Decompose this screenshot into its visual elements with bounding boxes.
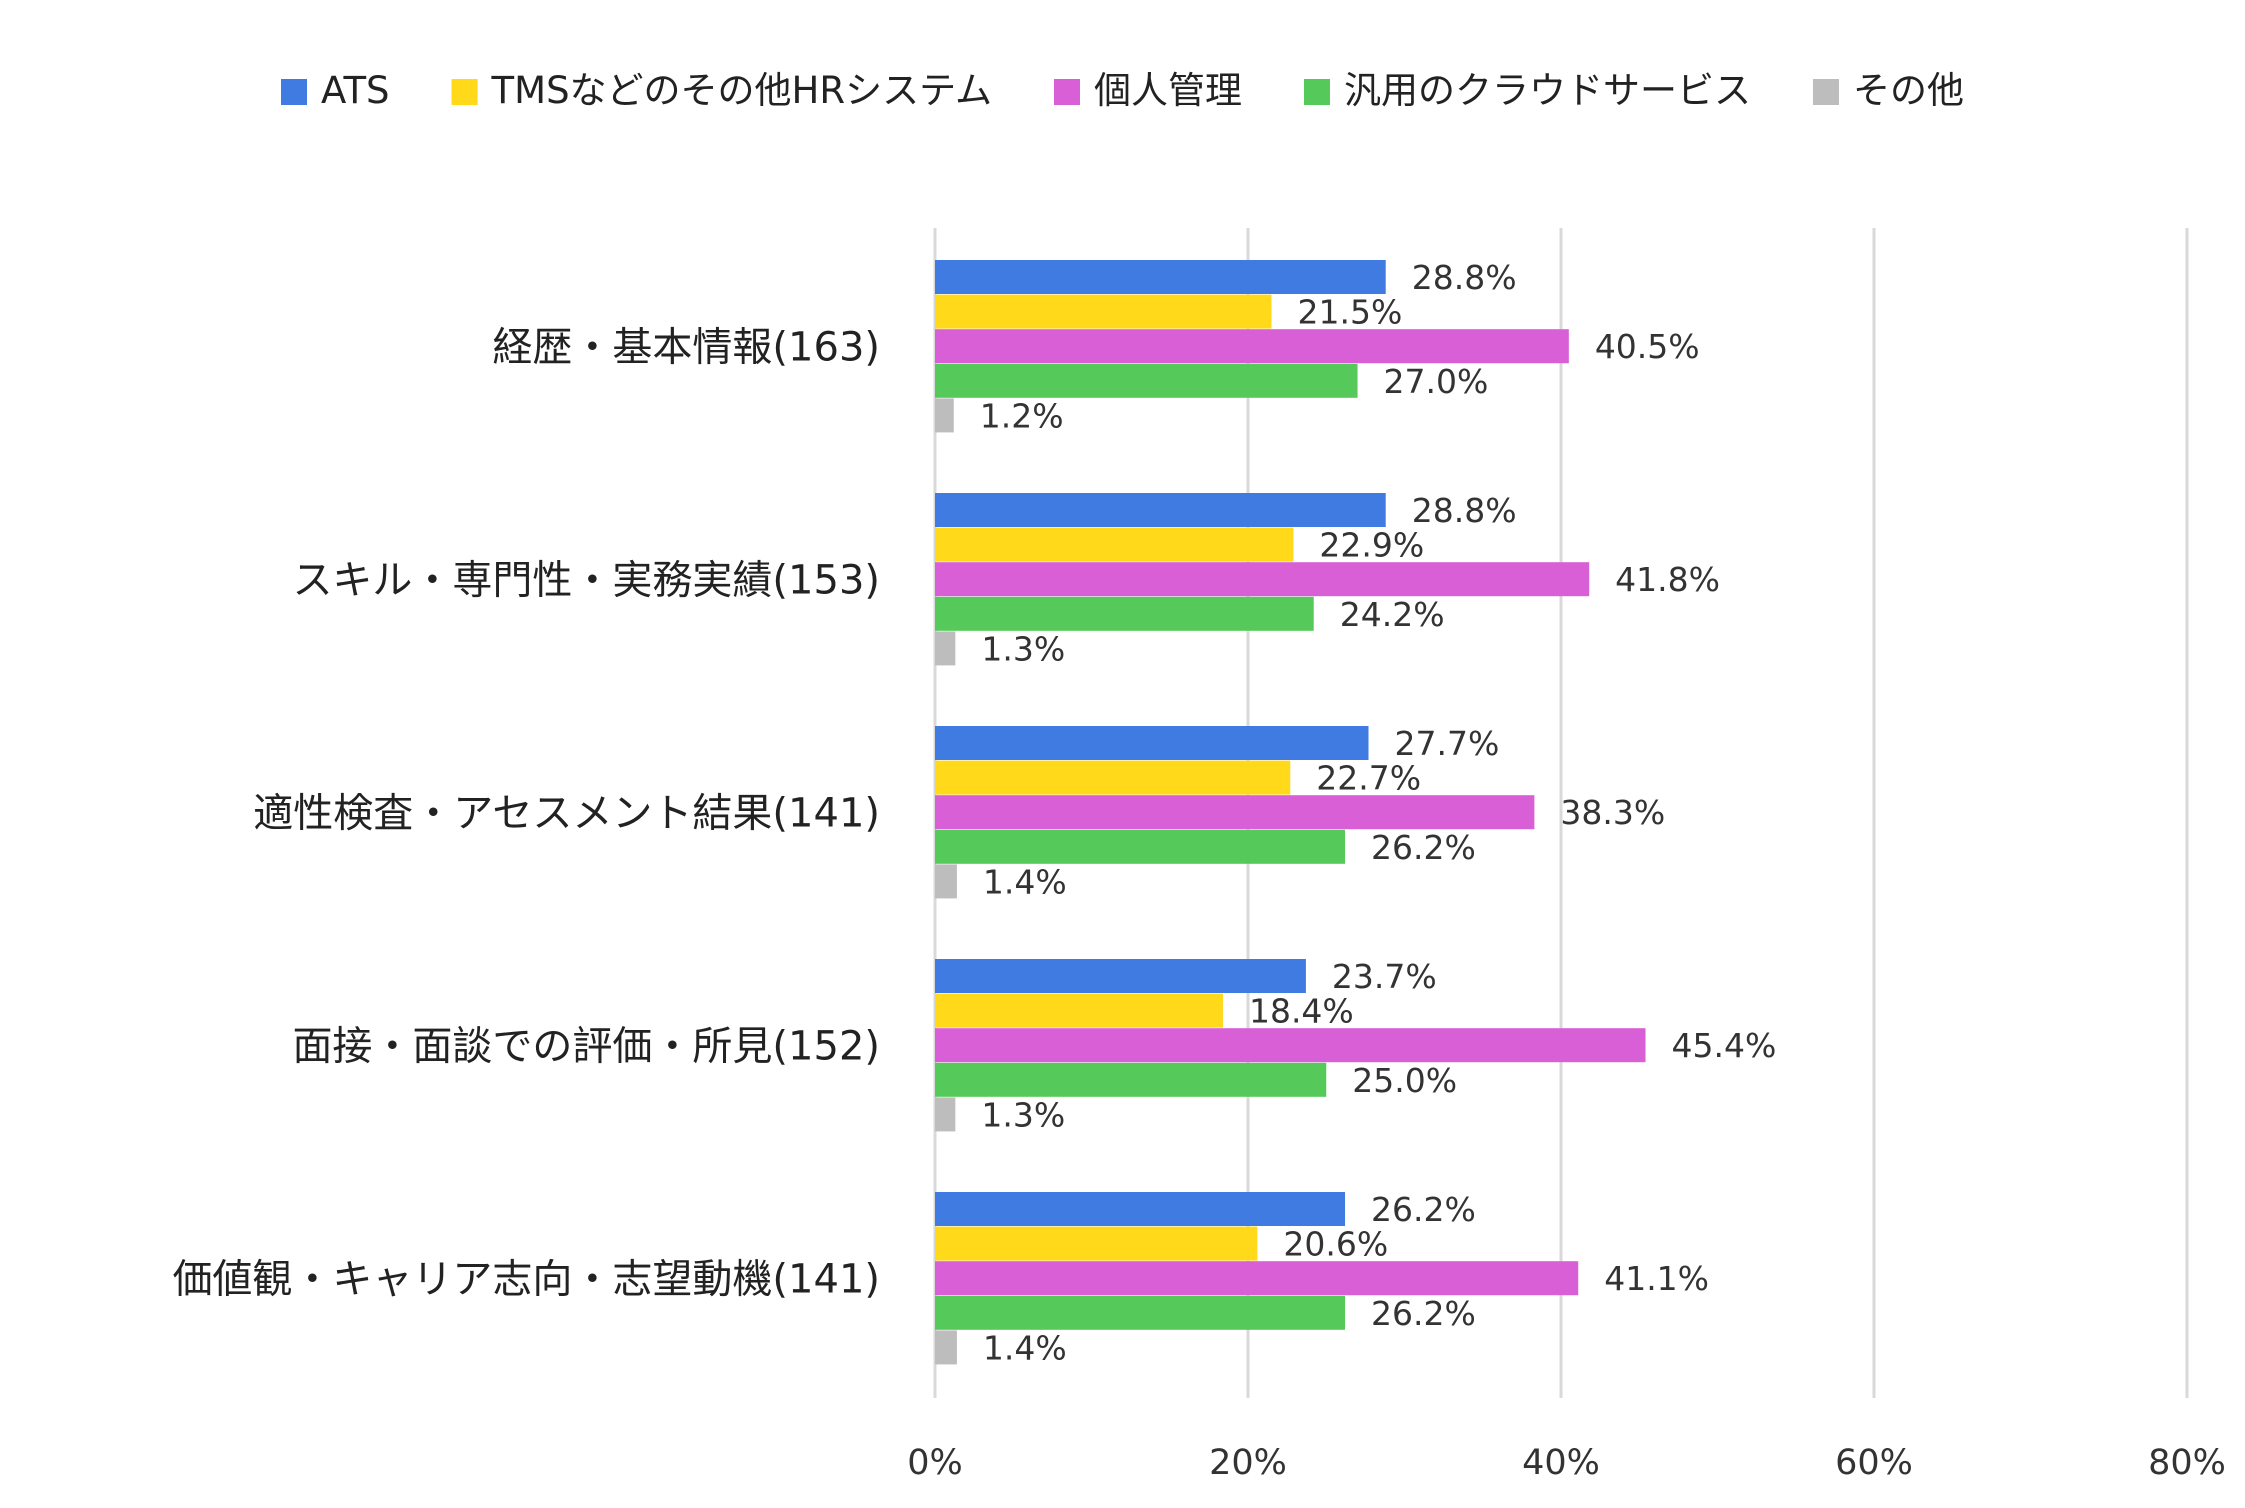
bar bbox=[935, 1330, 957, 1365]
data-label: 1.4% bbox=[983, 862, 1067, 901]
data-label: 40.5% bbox=[1595, 327, 1700, 366]
data-label: 38.3% bbox=[1560, 793, 1665, 832]
legend-label: TMSなどのその他HRシステム bbox=[491, 69, 992, 112]
x-tick-label: 0% bbox=[907, 1443, 963, 1483]
chart-bars: 28.8%21.5%40.5%27.0%1.2%28.8%22.9%41.8%2… bbox=[935, 258, 1776, 1367]
bar bbox=[935, 1097, 956, 1132]
bar bbox=[935, 260, 1386, 294]
bar bbox=[935, 1295, 1346, 1330]
category-labels: 経歴・基本情報(163) スキル・専門性・実務実績(153) 適性検査・アセスメント… bbox=[172, 325, 880, 1303]
data-label: 1.4% bbox=[983, 1328, 1067, 1367]
bar bbox=[935, 726, 1369, 760]
x-axis-ticks: 0% 20% 40% 60% 80% bbox=[907, 1443, 2226, 1483]
legend-swatch bbox=[1303, 79, 1330, 105]
bar bbox=[935, 493, 1386, 527]
bar bbox=[935, 527, 1294, 562]
legend-swatch bbox=[451, 79, 478, 105]
data-label: 1.3% bbox=[981, 1095, 1065, 1134]
legend-item: TMSなどのその他HRシステム bbox=[451, 69, 992, 112]
bar bbox=[935, 795, 1535, 830]
category-label: 価値観・キャリア志向・志望動機(141) bbox=[172, 1257, 880, 1303]
data-label: 27.7% bbox=[1395, 724, 1500, 763]
legend-swatch bbox=[1812, 79, 1839, 105]
bar bbox=[935, 363, 1358, 398]
data-label: 21.5% bbox=[1297, 293, 1402, 332]
bar bbox=[935, 1028, 1646, 1063]
legend-item: 個人管理 bbox=[1053, 69, 1242, 112]
data-label: 24.2% bbox=[1340, 595, 1445, 634]
data-label: 23.7% bbox=[1332, 957, 1437, 996]
x-tick-label: 80% bbox=[2148, 1443, 2226, 1483]
category-label: 適性検査・アセスメント結果(141) bbox=[253, 791, 880, 837]
data-label: 22.7% bbox=[1316, 759, 1421, 798]
data-label: 41.8% bbox=[1615, 560, 1720, 599]
data-label: 1.2% bbox=[980, 396, 1064, 435]
data-label: 22.9% bbox=[1319, 526, 1424, 565]
bar bbox=[935, 1192, 1346, 1226]
legend-label: 汎用のクラウドサービス bbox=[1344, 69, 1751, 112]
bar bbox=[935, 760, 1291, 795]
category-label: 面接・面談での評価・所見(152) bbox=[292, 1024, 880, 1070]
bar bbox=[935, 1062, 1327, 1097]
data-label: 25.0% bbox=[1352, 1061, 1457, 1100]
bar bbox=[935, 631, 956, 666]
data-label: 28.8% bbox=[1412, 258, 1517, 297]
category-label: 経歴・基本情報(163) bbox=[492, 325, 880, 371]
bar bbox=[935, 993, 1223, 1028]
legend-item: ATS bbox=[281, 69, 390, 112]
data-label: 45.4% bbox=[1672, 1026, 1777, 1065]
x-tick-label: 60% bbox=[1835, 1443, 1913, 1483]
data-label: 1.3% bbox=[981, 629, 1065, 668]
legend-item: 汎用のクラウドサービス bbox=[1303, 69, 1751, 112]
bar bbox=[935, 294, 1272, 329]
bar bbox=[935, 398, 954, 433]
data-label: 41.1% bbox=[1604, 1259, 1709, 1298]
bar bbox=[935, 329, 1569, 364]
bar bbox=[935, 829, 1346, 864]
data-label: 26.2% bbox=[1371, 1190, 1476, 1229]
data-label: 26.2% bbox=[1371, 1294, 1476, 1333]
bar bbox=[935, 562, 1590, 597]
chart-legend: ATS TMSなどのその他HRシステム 個人管理 汎用のクラウドサービス その他 bbox=[281, 69, 1964, 112]
legend-swatch bbox=[1053, 79, 1080, 105]
legend-item: その他 bbox=[1812, 69, 1964, 112]
legend-label: その他 bbox=[1853, 69, 1964, 112]
data-label: 28.8% bbox=[1412, 491, 1517, 530]
bar bbox=[935, 1226, 1258, 1261]
legend-swatch bbox=[281, 79, 308, 105]
bar bbox=[935, 959, 1306, 993]
data-label: 18.4% bbox=[1249, 992, 1354, 1031]
data-label: 26.2% bbox=[1371, 828, 1476, 867]
x-tick-label: 20% bbox=[1209, 1443, 1287, 1483]
legend-label: 個人管理 bbox=[1094, 69, 1242, 112]
legend-label: ATS bbox=[321, 69, 390, 112]
category-label: スキル・専門性・実務実績(153) bbox=[292, 558, 880, 604]
data-label: 20.6% bbox=[1283, 1225, 1388, 1264]
bar bbox=[935, 1261, 1579, 1296]
bar bbox=[935, 864, 957, 899]
bar bbox=[935, 596, 1314, 631]
x-tick-label: 40% bbox=[1522, 1443, 1600, 1483]
data-label: 27.0% bbox=[1384, 362, 1489, 401]
